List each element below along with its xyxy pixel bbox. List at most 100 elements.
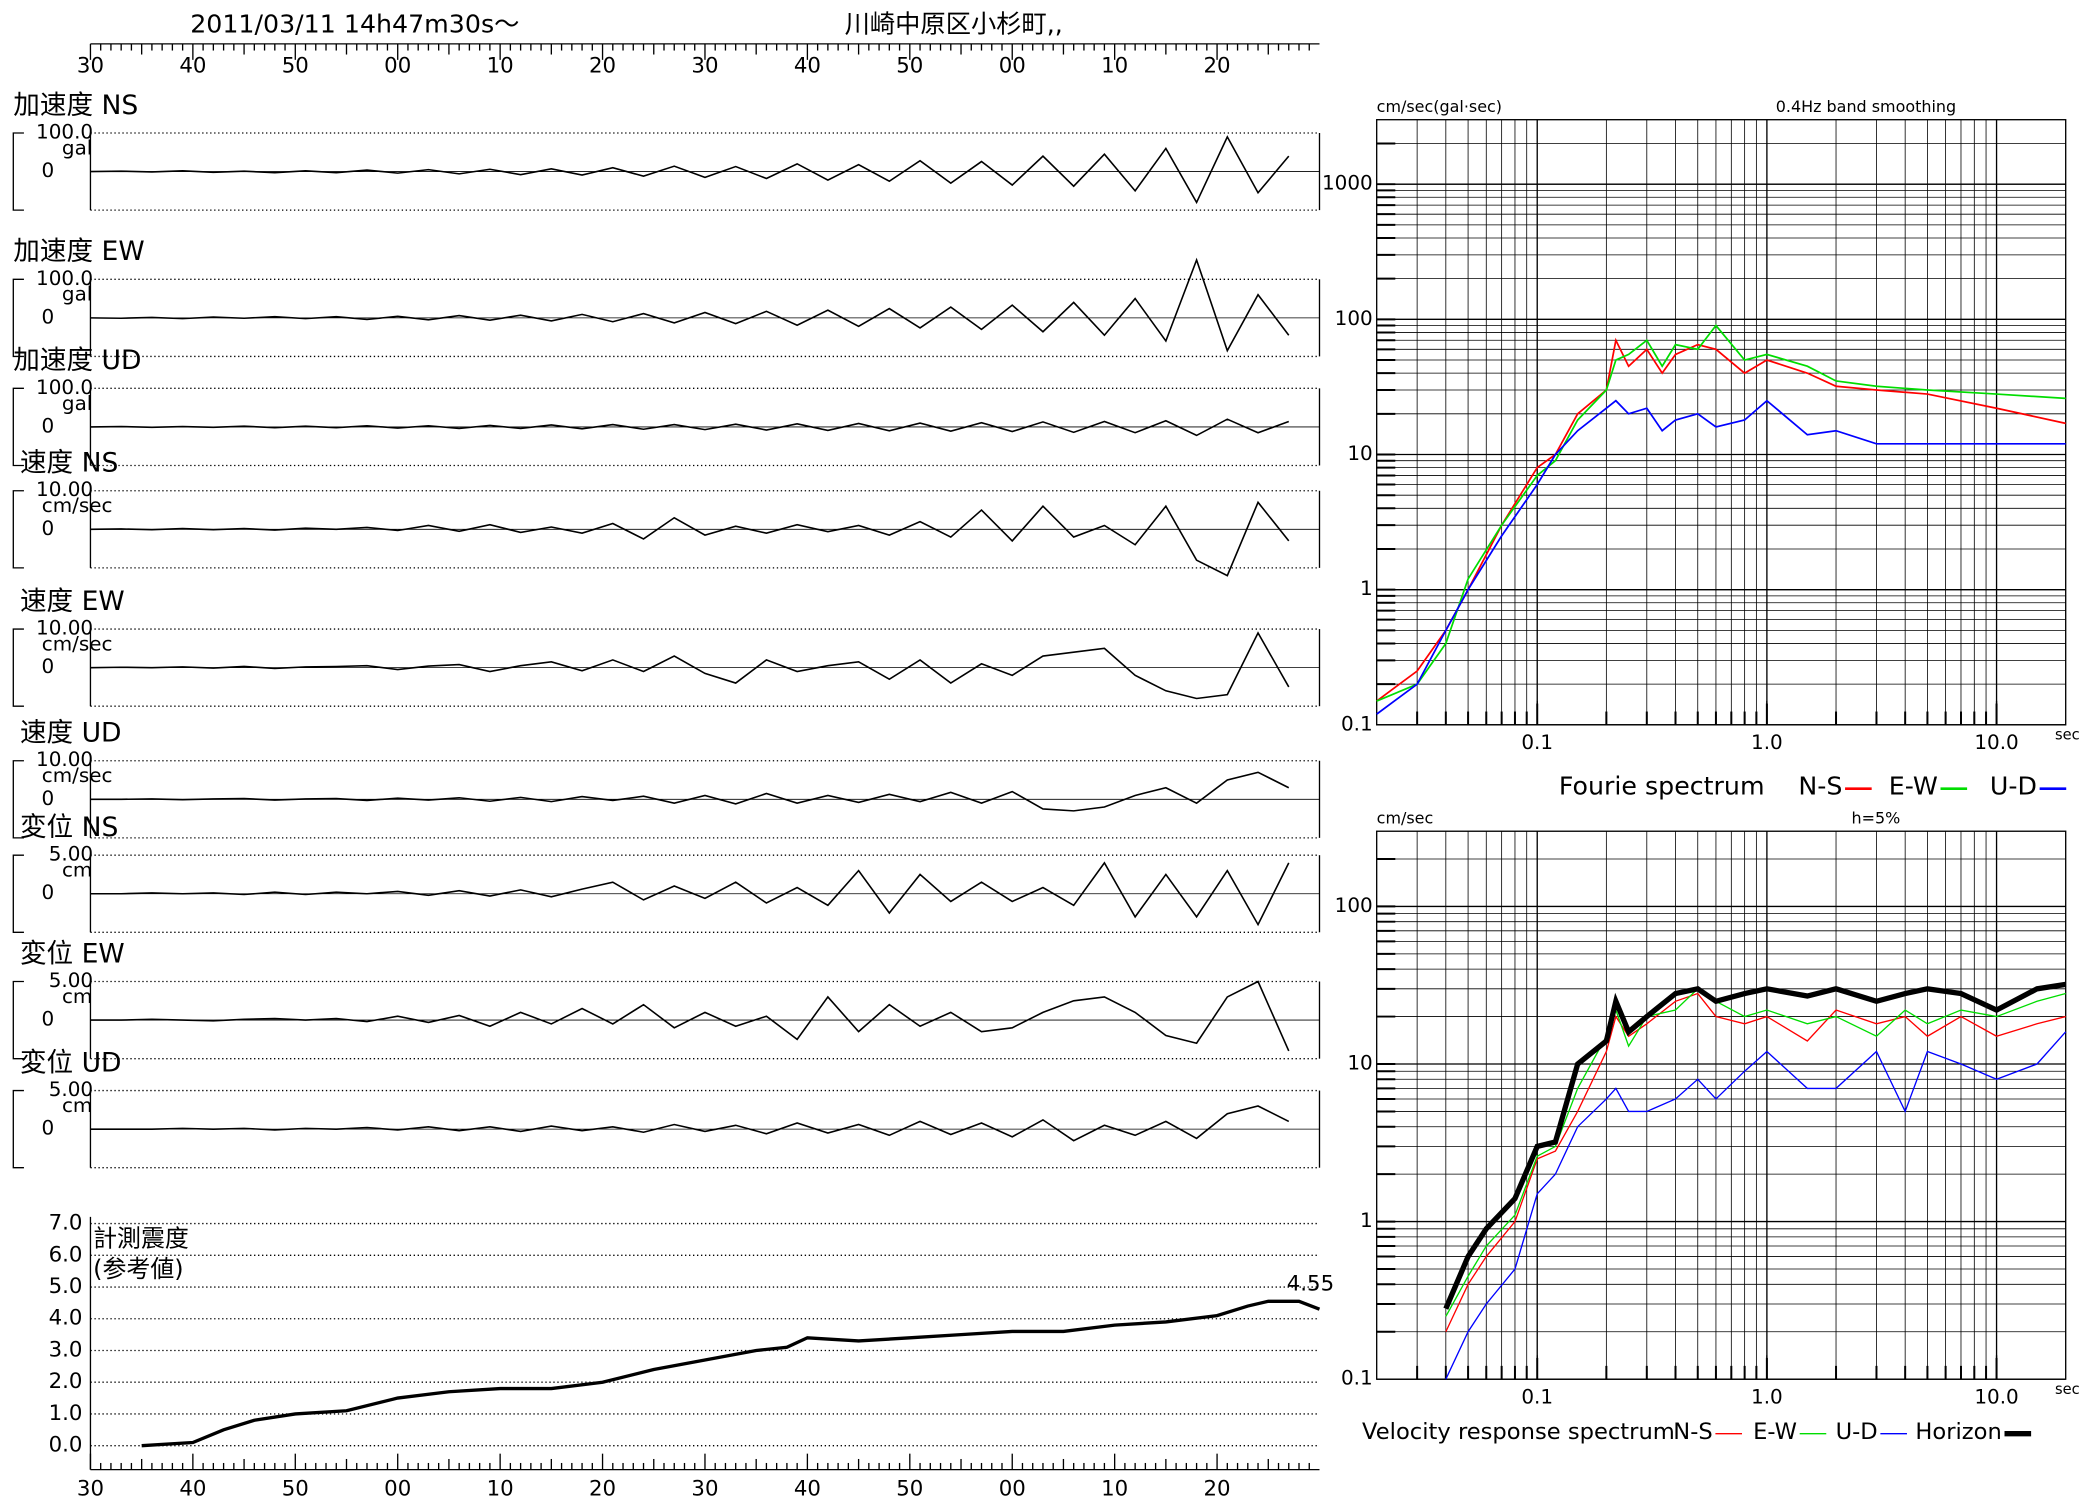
legend-title: Fourie spectrum: [1559, 771, 1765, 800]
legend-title: Velocity response spectrum: [1362, 1419, 1675, 1445]
waveform: [90, 861, 1290, 927]
x-tick-label: 20: [589, 1477, 616, 1501]
x-tick-label: 00: [384, 1477, 411, 1501]
y-tick-label: 7.0: [49, 1211, 83, 1236]
bracket: [12, 490, 24, 569]
scale-label: 5.00: [49, 968, 93, 992]
legend-label: E-W: [1753, 1419, 1797, 1445]
waveform: [90, 135, 1290, 205]
x-tick-label: 00: [384, 53, 411, 78]
unit-label: gal: [62, 391, 92, 415]
scale-label: 0: [42, 304, 55, 328]
waveform: [90, 980, 1290, 1052]
bracket: [12, 132, 24, 211]
y-tick-label: 0.1: [1341, 711, 1373, 735]
x-tick-label: 50: [896, 53, 923, 78]
x-tick-label: 10: [487, 1477, 514, 1501]
y-tick-label: 6.0: [49, 1242, 83, 1267]
y-tick-label: 5.0: [49, 1274, 83, 1299]
x-tick-label: 40: [794, 1477, 821, 1501]
waveform: [90, 500, 1290, 577]
x-tick-label: 50: [282, 53, 309, 78]
location: 川崎中原区小杉町,,: [845, 9, 1063, 38]
spectrum-line: [1445, 992, 2066, 1333]
scale-label: 0: [42, 1116, 55, 1140]
trace-title: 変位 NS: [20, 812, 118, 843]
y-tick-label: 1: [1360, 1208, 1373, 1232]
trace-title: 加速度 UD: [13, 345, 141, 376]
waveform: [90, 1105, 1290, 1142]
trace-title: 変位 UD: [20, 1047, 122, 1078]
x-tick-label: 10: [1101, 1477, 1128, 1501]
trace-title: 加速度 NS: [13, 90, 138, 121]
waveform: [90, 257, 1290, 353]
y-tick-label: 1: [1360, 576, 1373, 600]
bracket: [12, 980, 24, 1060]
y-tick-label: 0.0: [49, 1433, 83, 1458]
note: 0.4Hz band smoothing: [1776, 97, 1956, 116]
unit-label: cm: [62, 984, 92, 1008]
y-tick-label: 4.0: [49, 1306, 83, 1331]
unit-label: gal: [62, 135, 92, 159]
x-tick-label: 40: [179, 1477, 206, 1501]
x-tick-label: 30: [77, 1477, 104, 1501]
legend-label: U-D: [1990, 771, 2037, 800]
scale-label: 0: [42, 1007, 55, 1031]
bracket: [12, 278, 24, 358]
spectrum-line: [1445, 987, 2066, 1317]
trace-title: 速度 UD: [20, 718, 122, 749]
y-tick-label: 10: [1347, 441, 1372, 465]
x-tick-label: 30: [691, 1477, 718, 1501]
x-tick-label: 30: [691, 53, 718, 78]
scale-label: 0: [42, 786, 55, 810]
y-tick-label: 10: [1347, 1051, 1372, 1075]
x-tick-label: 40: [179, 53, 206, 78]
x-tick-label: 0.1: [1521, 730, 1553, 754]
bracket: [12, 1089, 24, 1169]
x-label: sec: [2055, 1381, 2079, 1398]
y-tick-label: 100: [1335, 893, 1373, 917]
bracket: [12, 854, 24, 933]
unit-label: gal: [62, 282, 92, 306]
y-tick-label: 1000: [1322, 171, 1373, 195]
scale-label: 10.00: [36, 477, 93, 501]
x-tick-label: 0.1: [1521, 1384, 1553, 1408]
waveform: [90, 418, 1290, 437]
x-tick-label: 50: [282, 1477, 309, 1501]
y-label: cm/sec: [1377, 809, 1434, 828]
x-tick-label: 20: [1204, 1477, 1231, 1501]
x-tick-label: 1.0: [1751, 1384, 1783, 1408]
datetime: 2011/03/11 14h47m30s～: [190, 9, 519, 38]
legend-label: N-S: [1673, 1419, 1712, 1445]
x-label: sec: [2055, 726, 2079, 743]
scale-label: 5.00: [49, 1077, 93, 1101]
bracket: [12, 760, 24, 839]
plot-frame: [1376, 119, 2067, 726]
y-tick-label: 0.1: [1341, 1366, 1373, 1390]
x-tick-label: 10: [1101, 53, 1128, 78]
trace-title: 速度 NS: [20, 448, 118, 479]
spectrum-line: [1445, 1031, 2067, 1380]
scale-label: 0: [42, 654, 55, 678]
scale-label: 10.00: [36, 747, 93, 771]
legend-label: N-S: [1798, 771, 1842, 800]
note: h=5%: [1852, 809, 1901, 828]
legend-label: Horizon: [1915, 1419, 2001, 1445]
intensity-line: [141, 1299, 1321, 1448]
trace-title: 変位 EW: [20, 938, 125, 969]
intensity-title: 計測震度: [93, 1225, 189, 1253]
spectrum-line: [1376, 399, 2066, 715]
unit-label: cm/sec: [42, 493, 113, 517]
spectrum-line: [1376, 324, 2066, 702]
scale-label: 0: [42, 880, 55, 904]
scale-label: 10.00: [36, 616, 93, 640]
scale-label: 0: [42, 516, 55, 540]
bracket: [12, 387, 24, 467]
legend-label: E-W: [1889, 771, 1938, 800]
scale-label: 100.0: [36, 119, 93, 143]
unit-label: cm: [62, 858, 92, 882]
intensity-subtitle: (参考値): [93, 1255, 184, 1283]
bracket: [12, 628, 24, 707]
spectrum-line: [1443, 981, 2067, 1310]
